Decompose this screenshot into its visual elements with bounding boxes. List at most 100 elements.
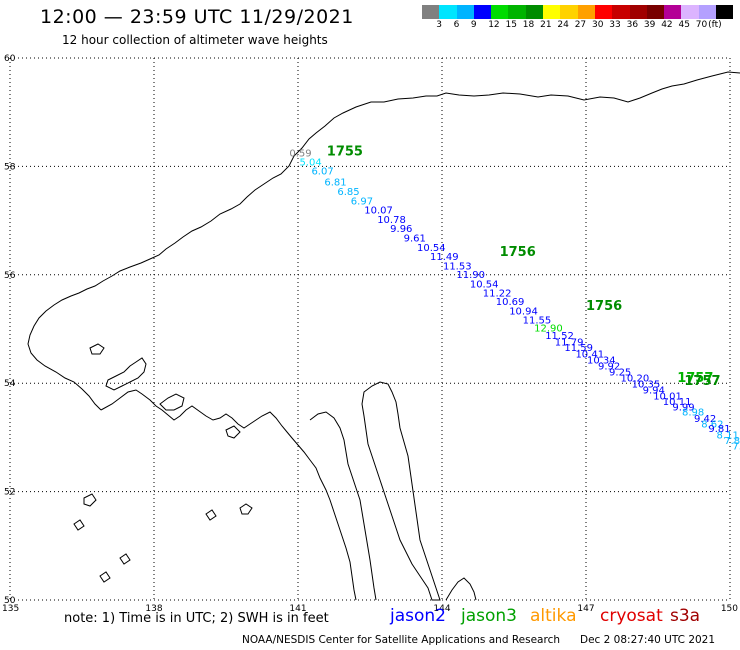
pass-time-label: 1757 [677,371,713,386]
legend-label: 15 [505,20,517,30]
wave-height-value: 11.53 [443,261,472,272]
legend-label: 42 [661,20,673,30]
legend-swatch [716,5,734,19]
legend-swatch [491,5,509,19]
wave-height-value: 9.94 [643,385,665,396]
lon-tick-label: 150 [721,604,738,614]
wave-height-value: 0.59 [289,149,311,160]
wave-height-value: 11.49 [430,252,459,263]
wave-height-value: 7.86 [724,436,740,447]
legend-label: 39 [643,20,656,30]
wave-height-value: 9.96 [390,224,412,235]
legend-swatch [543,5,561,19]
coast-amur-region [309,411,377,601]
wave-height-value: 9.61 [404,234,426,245]
pass-time-label: 1755 [327,145,363,160]
coast-uda-bay [105,357,147,391]
lat-tick-label: 54 [4,379,16,389]
wave-height-value: 10.07 [364,206,393,217]
lon-tick-label: 147 [577,604,594,614]
wave-height-value: 9.92 [598,362,620,373]
legend-label: 45 [678,20,690,30]
wave-height-value: 10.54 [417,243,446,254]
legend-label: 30 [592,20,604,30]
legend-swatch [681,5,699,19]
wave-height-value: 6.85 [337,187,359,198]
legend-label: 18 [522,20,535,30]
wave-height-value: 6.97 [351,196,373,207]
legend-swatch [560,5,578,19]
legend-swatch [525,5,544,19]
legend-labels: 3 6 9 12 15 18 21 24 27 30 33 36 39 42 45 70 (ft) [422,19,733,33]
small-island-6 [73,519,85,531]
footer-credit: NOAA/NESDIS Center for Satellite Applica… [242,634,560,646]
map-grid [9,57,731,601]
altimeter-track: 0.595.046.076.816.856.9710.0710.789.969.… [289,145,740,453]
legend-swatches [422,5,734,19]
pass-time-label: 1757 [684,374,720,389]
legend-label: 36 [626,20,639,30]
small-island-2 [225,425,241,439]
pass-time-label: 1756 [586,299,622,314]
legend-swatch [698,5,717,19]
lat-tick-label: 50 [4,596,16,606]
lat-tick-label: 52 [4,488,15,498]
legend-label: 27 [574,20,587,30]
wave-height-value: 10.01 [653,391,682,402]
small-island-1 [89,343,105,355]
lon-tick-label: 144 [433,604,450,614]
legend-label: 12 [488,20,500,30]
wave-height-value: 10.35 [632,380,661,391]
lat-tick-label: 60 [4,54,16,64]
sakhalin-island [361,381,441,601]
coast-shantar-island [159,393,185,411]
mission-label-altika: altika [530,606,577,626]
legend-label: 33 [609,20,621,30]
legend-swatch [594,5,613,19]
wave-height-value: 10.11 [663,397,692,408]
coastline [27,71,740,601]
footer-note: note: 1) Time is in UTC; 2) SWH is in fe… [64,611,329,626]
wave-height-value: 10.54 [470,279,499,290]
legend-label: 24 [557,20,569,30]
small-island-8 [119,553,131,565]
okhotsk-north-coast [27,71,740,411]
coast-hokkaido-north [445,577,477,601]
lat-tick-label: 58 [4,162,16,172]
legend-swatch [422,5,440,19]
legend-label: 21 [540,20,552,30]
legend-swatch [473,5,492,19]
small-island-3 [239,503,253,515]
mission-label-jason3: jason3 [461,606,517,626]
legend-swatch [508,5,526,19]
small-island-5 [205,509,217,521]
legend-label: 6 [453,20,460,30]
wave-height-value: 10.20 [621,374,650,385]
legend-label: 70 [695,20,708,30]
wave-height-value: 7.36 [732,441,740,452]
wave-height-value: 10.94 [509,306,538,317]
legend-swatch [456,5,474,19]
wave-height-value: 8.11 [717,430,739,441]
legend-swatch [646,5,665,19]
legend-label: 3 [436,20,443,30]
wave-height-value: 9.25 [609,368,631,379]
wave-height-value: 8.62 [701,420,723,431]
wave-height-value: 6.81 [324,177,346,188]
wave-height-value: 10.69 [496,297,525,308]
legend-swatch [439,5,457,19]
wave-height-value: 10.78 [377,215,406,226]
legend-swatch [664,5,682,19]
page-title: 12:00 — 23:59 UTC 11/29/2021 [40,6,354,28]
wave-height-value: 11.22 [483,288,512,299]
wave-height-value: 9.42 [694,414,716,425]
small-island-7 [99,571,111,583]
wave-height-value: 10.41 [575,350,604,361]
mission-label-cryosat: cryosat [600,606,663,626]
pass-time-label: 1756 [500,245,536,260]
legend-label: 9 [470,20,477,30]
lat-tick-label: 56 [4,271,16,281]
